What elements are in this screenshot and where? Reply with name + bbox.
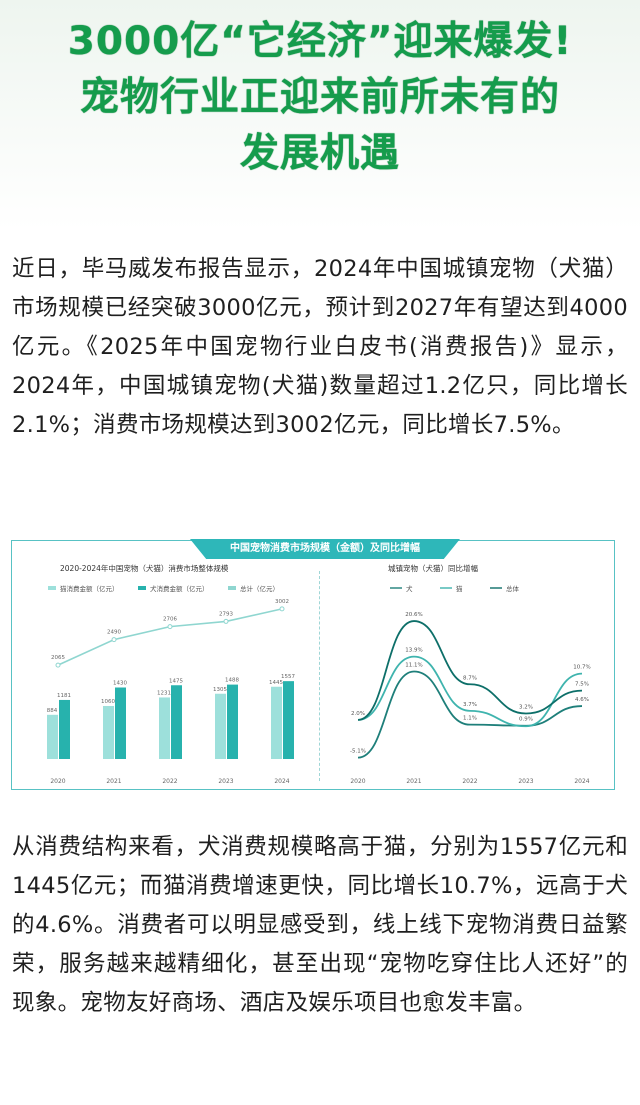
x-tick-label: 2023	[218, 778, 233, 785]
x-tick-label: 2022	[162, 778, 177, 785]
bar	[171, 685, 182, 759]
legend-swatch	[138, 586, 146, 590]
paragraph-1: 近日，毕马威发布报告显示，2024年中国城镇宠物（犬猫）市场规模已经突破3000…	[12, 256, 628, 438]
legend-label: 犬消费金额（亿元）	[150, 584, 209, 593]
bar-label: 1445	[269, 680, 283, 686]
bar	[159, 697, 170, 759]
total-point	[111, 637, 117, 643]
bar-chart-title: 2020-2024年中国宠物（犬猫）消费市场整体规模	[60, 563, 229, 573]
growth-series-line	[357, 670, 583, 759]
line-chart-marks: -5.1% 11.1% 1.1% 0.9% 4.6% 13.9% 3.7% 10.7% 2.0%…	[350, 612, 591, 785]
bar-label: 884	[47, 708, 58, 714]
bar	[271, 686, 282, 759]
bar	[59, 699, 70, 759]
bar	[227, 684, 238, 759]
growth-label: 8.7%	[463, 675, 477, 681]
bar-label: 1305	[213, 687, 227, 693]
growth-label: 3.7%	[463, 702, 477, 708]
total-point	[167, 624, 173, 630]
growth-series-line	[357, 655, 583, 728]
growth-label: 4.6%	[575, 697, 589, 703]
growth-label: 0.9%	[519, 717, 533, 723]
chart-divider	[319, 571, 320, 781]
bar-label: 1231	[157, 690, 171, 696]
bar	[47, 714, 58, 759]
bar-label: 1060	[101, 699, 115, 705]
legend-swatch	[228, 586, 236, 590]
x-tick-label: 2023	[518, 778, 533, 785]
growth-label: 1.1%	[463, 716, 477, 722]
paragraph-2: 从消费结构来看，犬消费规模略高于猫，分别为1557亿元和1445亿元；而猫消费增…	[12, 834, 628, 1016]
x-tick-label: 2021	[106, 778, 121, 785]
total-point	[223, 618, 229, 624]
x-tick-label: 2020	[50, 778, 65, 785]
bar-chart-marks: 884 1181 2020 1060 1430 2021 1231 1475 2022 1305 1…	[47, 599, 296, 785]
line-chart: 城镇宠物（犬猫）同比增幅 犬 猫 总体 -5.1% 11.1% 1.1% 0.9% 4.6%…	[350, 563, 591, 785]
bar-label: 1430	[113, 681, 127, 687]
growth-label: 2.0%	[351, 711, 365, 717]
total-point	[55, 662, 61, 668]
total-label: 2793	[219, 611, 233, 617]
growth-label: 7.5%	[575, 682, 589, 688]
infographic-banner: 中国宠物消费市场规模（金额）及同比增幅	[190, 539, 460, 559]
bar-chart: 2020-2024年中国宠物（犬猫）消费市场整体规模 猫消费金额（亿元） 犬消费金…	[47, 563, 296, 785]
legend-swatch	[48, 586, 56, 590]
total-label: 2490	[107, 630, 121, 636]
growth-series-line	[357, 620, 583, 721]
x-tick-label: 2024	[574, 778, 589, 785]
bar-label: 1475	[169, 678, 183, 684]
growth-label: 20.6%	[405, 612, 422, 618]
growth-label: -5.1%	[350, 749, 366, 755]
headline-line-2: 宠物行业正迎来前所未有的	[79, 75, 560, 120]
total-label: 2706	[163, 617, 177, 623]
line-chart-legend: 犬 猫 总体	[390, 584, 520, 593]
bar-label: 1488	[225, 678, 239, 684]
headline: 3000亿“它经济”迎来爆发! 宠物行业正迎来前所未有的 发展机遇	[0, 14, 640, 182]
growth-label: 11.1%	[405, 663, 422, 669]
bar-label: 1557	[281, 674, 295, 680]
growth-label: 13.9%	[405, 648, 422, 654]
legend-label: 猫消费金额（亿元）	[60, 584, 119, 593]
legend-label: 总体	[506, 584, 520, 593]
bar-label: 1181	[57, 693, 71, 699]
growth-label: 3.2%	[519, 705, 533, 711]
x-tick-label: 2024	[274, 778, 289, 785]
total-label: 2065	[51, 655, 65, 661]
infographic: 中国宠物消费市场规模（金额）及同比增幅 2020-2024年中国宠物（犬猫）消费…	[11, 539, 615, 790]
bar	[283, 681, 294, 759]
bar	[115, 687, 126, 759]
total-point	[279, 606, 285, 612]
bar	[215, 693, 226, 759]
legend-label: 猫	[456, 584, 463, 593]
total-label: 3002	[275, 599, 289, 605]
headline-line-3: 发展机遇	[239, 131, 400, 176]
headline-line-1: 3000亿“它经济”迎来爆发!	[67, 19, 573, 64]
bar	[103, 706, 114, 759]
line-chart-title: 城镇宠物（犬猫）同比增幅	[388, 563, 478, 573]
legend-label: 犬	[406, 584, 413, 593]
legend-label: 总计（亿元）	[240, 584, 279, 593]
bar-chart-legend: 猫消费金额（亿元） 犬消费金额（亿元） 总计（亿元）	[48, 584, 279, 593]
x-tick-label: 2021	[406, 778, 421, 785]
growth-label: 10.7%	[573, 665, 590, 671]
x-tick-label: 2020	[350, 778, 365, 785]
x-tick-label: 2022	[462, 778, 477, 785]
